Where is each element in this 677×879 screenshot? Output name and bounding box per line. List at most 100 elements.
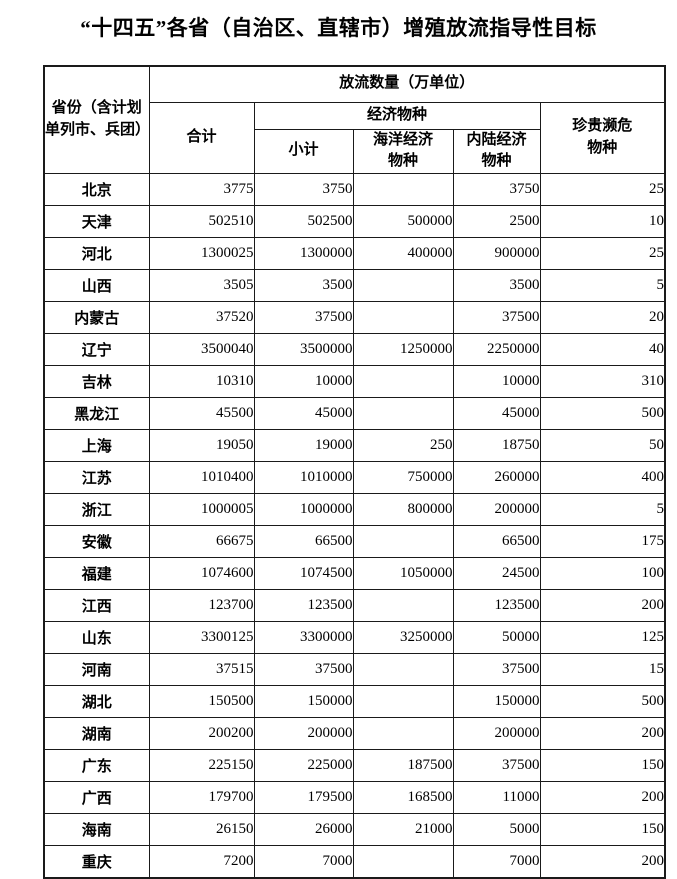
table-row: 山西 3505 3500 3500 5 [43, 269, 666, 302]
col-header-marine: 海洋经济物种 [352, 128, 454, 174]
cell-inland: 2500 [452, 205, 541, 238]
table-row: 湖北 150500 150000 150000 500 [43, 685, 666, 718]
cell-subtotal: 200000 [253, 717, 354, 750]
cell-marine [352, 365, 454, 398]
cell-marine [352, 301, 454, 334]
cell-total: 3300125 [148, 621, 255, 654]
col-header-inland: 内陆经济物种 [452, 128, 541, 174]
cell-inland: 7000 [452, 845, 541, 879]
cell-inland: 50000 [452, 621, 541, 654]
cell-rare: 20 [539, 301, 666, 334]
cell-total: 37520 [148, 301, 255, 334]
table-body: 北京 3775 3750 3750 25 天津 502510 502500 500000 2500… [43, 173, 666, 879]
cell-rare: 200 [539, 781, 666, 814]
col-header-rare: 珍贵濒危物种 [539, 101, 666, 174]
release-targets-table: 省份（含计划单列市、兵团） 放流数量（万单位） 合计 经济物种 珍贵濒危物种 小… [43, 65, 667, 879]
cell-province: 天津 [43, 205, 150, 238]
table-row: 安徽 66675 66500 66500 175 [43, 525, 666, 558]
cell-province: 重庆 [43, 845, 150, 879]
table-row: 广东 225150 225000 187500 37500 150 [43, 749, 666, 782]
cell-province: 北京 [43, 173, 150, 206]
col-header-subtotal: 小计 [253, 128, 354, 174]
col-header-quantity-group: 放流数量（万单位） [148, 65, 666, 103]
cell-marine [352, 685, 454, 718]
cell-marine [352, 589, 454, 622]
cell-inland: 150000 [452, 685, 541, 718]
cell-province: 湖南 [43, 717, 150, 750]
cell-province: 山东 [43, 621, 150, 654]
cell-total: 1000005 [148, 493, 255, 526]
cell-inland: 900000 [452, 237, 541, 270]
cell-total: 1074600 [148, 557, 255, 590]
cell-inland: 200000 [452, 717, 541, 750]
cell-province: 安徽 [43, 525, 150, 558]
col-header-inland-label: 内陆经济物种 [466, 131, 527, 170]
cell-rare: 15 [539, 653, 666, 686]
cell-inland: 11000 [452, 781, 541, 814]
cell-total: 19050 [148, 429, 255, 462]
cell-inland: 45000 [452, 397, 541, 430]
cell-marine: 1050000 [352, 557, 454, 590]
cell-marine: 3250000 [352, 621, 454, 654]
cell-subtotal: 3300000 [253, 621, 354, 654]
table-row: 山东 3300125 3300000 3250000 50000 125 [43, 621, 666, 654]
cell-rare: 310 [539, 365, 666, 398]
cell-total: 7200 [148, 845, 255, 879]
cell-subtotal: 45000 [253, 397, 354, 430]
cell-province: 辽宁 [43, 333, 150, 366]
cell-subtotal: 502500 [253, 205, 354, 238]
table-row: 浙江 1000005 1000000 800000 200000 5 [43, 493, 666, 526]
cell-province: 浙江 [43, 493, 150, 526]
col-header-marine-label: 海洋经济物种 [372, 131, 433, 170]
cell-subtotal: 10000 [253, 365, 354, 398]
cell-marine: 800000 [352, 493, 454, 526]
cell-marine: 187500 [352, 749, 454, 782]
cell-inland: 37500 [452, 749, 541, 782]
cell-marine [352, 717, 454, 750]
cell-subtotal: 150000 [253, 685, 354, 718]
col-header-economic-group: 经济物种 [253, 101, 541, 130]
cell-rare: 25 [539, 237, 666, 270]
cell-subtotal: 1000000 [253, 493, 354, 526]
cell-marine: 500000 [352, 205, 454, 238]
cell-province: 河南 [43, 653, 150, 686]
cell-rare: 5 [539, 269, 666, 302]
cell-total: 1010400 [148, 461, 255, 494]
table-row: 广西 179700 179500 168500 11000 200 [43, 781, 666, 814]
cell-rare: 200 [539, 717, 666, 750]
cell-inland: 123500 [452, 589, 541, 622]
cell-total: 10310 [148, 365, 255, 398]
cell-inland: 2250000 [452, 333, 541, 366]
table-row: 吉林 10310 10000 10000 310 [43, 365, 666, 398]
cell-subtotal: 179500 [253, 781, 354, 814]
cell-subtotal: 37500 [253, 301, 354, 334]
table-row: 北京 3775 3750 3750 25 [43, 173, 666, 206]
cell-inland: 3750 [452, 173, 541, 206]
cell-province: 江苏 [43, 461, 150, 494]
cell-total: 3500040 [148, 333, 255, 366]
cell-subtotal: 225000 [253, 749, 354, 782]
page-title: “十四五”各省（自治区、直辖市）增殖放流指导性目标 [80, 16, 597, 40]
cell-province: 上海 [43, 429, 150, 462]
table-row: 河南 37515 37500 37500 15 [43, 653, 666, 686]
cell-inland: 37500 [452, 301, 541, 334]
cell-subtotal: 19000 [253, 429, 354, 462]
cell-inland: 24500 [452, 557, 541, 590]
table-row: 辽宁 3500040 3500000 1250000 2250000 40 [43, 333, 666, 366]
cell-marine [352, 269, 454, 302]
cell-total: 66675 [148, 525, 255, 558]
cell-rare: 150 [539, 749, 666, 782]
cell-total: 1300025 [148, 237, 255, 270]
cell-rare: 5 [539, 493, 666, 526]
cell-total: 502510 [148, 205, 255, 238]
cell-subtotal: 66500 [253, 525, 354, 558]
cell-subtotal: 37500 [253, 653, 354, 686]
cell-inland: 66500 [452, 525, 541, 558]
table-row: 河北 1300025 1300000 400000 900000 25 [43, 237, 666, 270]
table-row: 重庆 7200 7000 7000 200 [43, 845, 666, 879]
table-row: 天津 502510 502500 500000 2500 10 [43, 205, 666, 238]
cell-marine [352, 653, 454, 686]
cell-marine: 750000 [352, 461, 454, 494]
cell-province: 江西 [43, 589, 150, 622]
document-page: “十四五”各省（自治区、直辖市）增殖放流指导性目标 省份（含计划单列市、兵团） … [0, 14, 677, 879]
